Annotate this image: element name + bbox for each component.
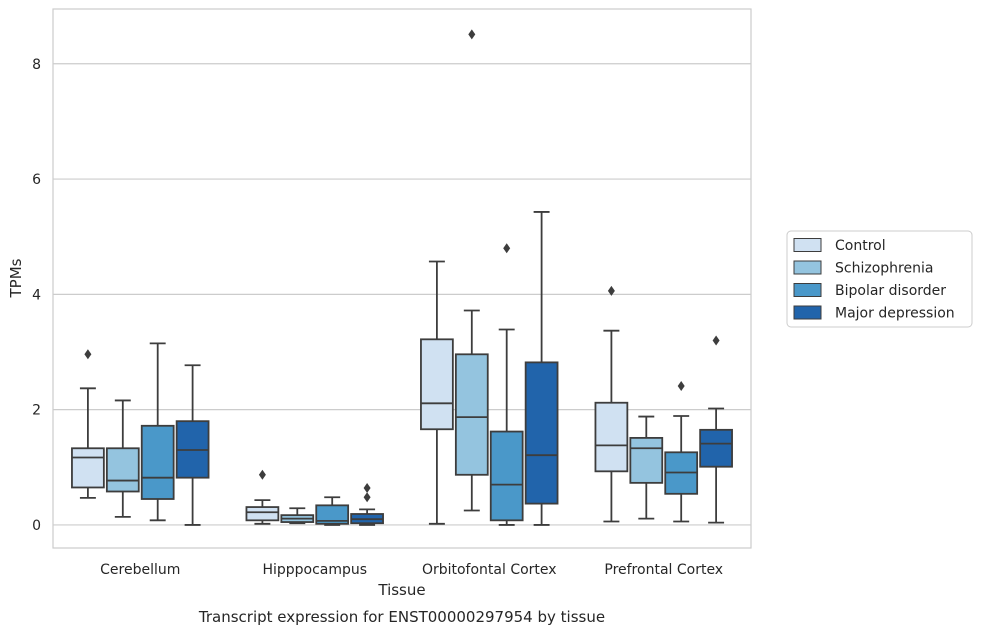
box: [489, 243, 524, 526]
box-body: [594, 401, 629, 473]
y-tick-label: 4: [32, 287, 41, 303]
box: [280, 507, 315, 525]
y-tick-label: 0: [32, 518, 41, 534]
box: [664, 381, 699, 523]
box: [315, 496, 350, 526]
x-tick-label: Cerebellum: [100, 562, 180, 578]
y-axis-ticks: 0 2 4 6 8: [32, 57, 41, 534]
x-axis-label: Tissue: [377, 581, 425, 599]
outlier-point: [363, 483, 371, 494]
legend-label: Schizophrenia: [835, 261, 933, 277]
legend-item: Schizophrenia: [793, 260, 933, 277]
legend-swatch: [793, 283, 822, 297]
legend-label: Major depression: [835, 306, 955, 322]
box-body: [315, 504, 350, 525]
box: [71, 349, 105, 499]
box: [454, 29, 489, 512]
box-body: [420, 338, 454, 431]
y-axis-label: TPMs: [7, 258, 25, 298]
box-body: [140, 424, 175, 500]
legend-label: Bipolar disorder: [835, 283, 946, 299]
box: [524, 211, 559, 526]
x-tick-label: Prefrontal Cortex: [604, 562, 723, 578]
box-body: [245, 506, 280, 522]
box: [594, 285, 629, 523]
outlier-point: [677, 381, 685, 392]
legend: Control Schizophrenia Bipolar disorder Majo…: [786, 230, 973, 328]
y-tick-label: 8: [32, 57, 41, 73]
gridlines: [53, 63, 751, 526]
outlier-point: [468, 29, 476, 40]
legend-label: Control: [835, 238, 886, 254]
outlier-point: [607, 285, 615, 296]
box: [699, 335, 733, 524]
x-tick-label: Hipppocampus: [262, 562, 367, 578]
box-groups: [71, 29, 733, 526]
box: [175, 364, 210, 526]
x-axis-ticks: Cerebellum Hipppocampus Orbitofontal Corte…: [100, 562, 723, 578]
box: [140, 342, 175, 522]
box-body: [105, 447, 140, 493]
outlier-point: [503, 243, 511, 254]
legend-swatch: [793, 305, 822, 320]
outlier-point: [258, 469, 266, 480]
box: [105, 399, 140, 518]
box: [350, 483, 384, 526]
legend-item: Control: [793, 238, 886, 254]
y-tick-label: 6: [32, 172, 41, 188]
outlier-point: [712, 335, 720, 346]
y-tick-label: 2: [32, 403, 41, 419]
box-body: [629, 436, 664, 484]
legend-item: Major depression: [793, 305, 955, 322]
figure-caption: Transcript expression for ENST0000029795…: [198, 608, 605, 626]
legend-item: Bipolar disorder: [793, 283, 946, 299]
box: [629, 415, 664, 520]
x-tick-label: Orbitofontal Cortex: [422, 562, 557, 578]
box-body: [489, 430, 524, 522]
box-body: [454, 353, 489, 476]
box: [420, 260, 454, 525]
outlier-point: [84, 349, 92, 360]
box-body: [524, 361, 559, 505]
legend-swatch: [793, 238, 822, 252]
outlier-point: [363, 492, 371, 503]
box-body: [71, 447, 105, 489]
box: [245, 469, 280, 525]
box-body: [699, 428, 733, 468]
legend-frame: [786, 230, 973, 328]
legend-swatch: [793, 260, 822, 275]
